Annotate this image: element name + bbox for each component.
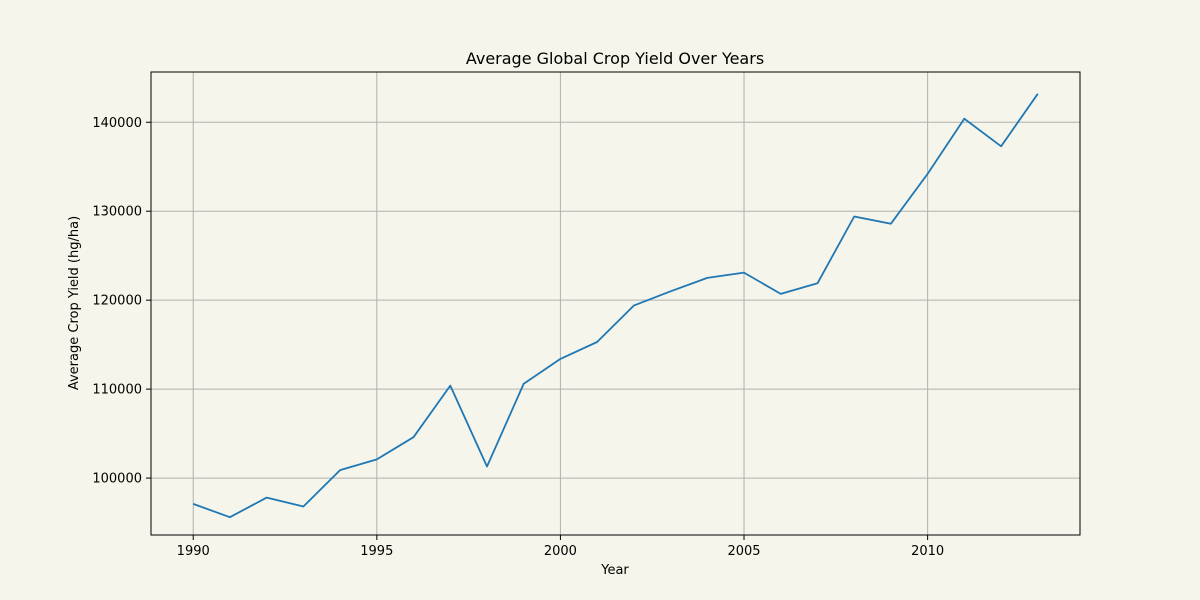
x-tick-label: 2010: [911, 544, 944, 559]
x-axis-label: Year: [600, 563, 629, 578]
series-line: [192, 93, 1039, 519]
plot-frame: [150, 71, 1081, 536]
y-axis-label: Average Crop Yield (hg/ha): [67, 216, 82, 390]
x-axis-ticks: 1990 1995 2000 2005 2010: [177, 535, 944, 559]
chart-title: Average Global Crop Yield Over Years: [466, 49, 764, 68]
y-axis-ticks: 100000 110000 120000 130000 140000: [92, 116, 151, 487]
y-tick-label: 100000: [92, 472, 142, 487]
x-tick-label: 2000: [544, 544, 577, 559]
x-tick-label: 2005: [727, 544, 760, 559]
y-tick-label: 130000: [92, 205, 142, 220]
y-tick-label: 120000: [92, 294, 142, 309]
grid-lines: [151, 72, 1080, 535]
y-tick-label: 140000: [92, 116, 142, 131]
y-tick-label: 110000: [92, 383, 142, 398]
x-tick-label: 1990: [177, 544, 210, 559]
x-tick-label: 1995: [360, 544, 393, 559]
series-layer: [192, 93, 1039, 519]
